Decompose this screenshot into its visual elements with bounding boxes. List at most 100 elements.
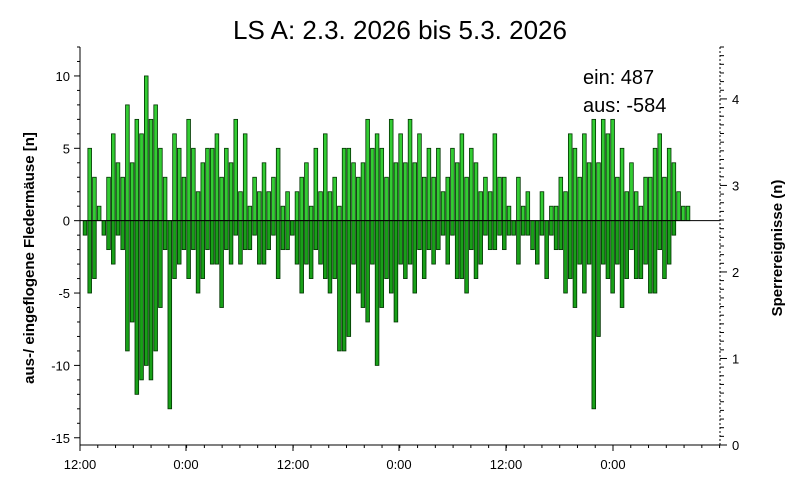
bar-ein-105 <box>577 176 582 222</box>
bar-aus-110 <box>600 220 606 265</box>
y-tick-label: 5 <box>63 141 70 156</box>
y2-tick-label: 2 <box>732 265 739 280</box>
bar-ein-23 <box>191 147 196 222</box>
bar-ein-10 <box>129 162 135 222</box>
bar-ein-26 <box>205 147 210 222</box>
bar-aus-91 <box>511 220 516 236</box>
bar-aus-36 <box>252 220 257 236</box>
bar-ein-103 <box>567 133 573 222</box>
bar-ein-20 <box>176 147 182 222</box>
bar-ein-86 <box>487 191 493 222</box>
bar-aus-28 <box>214 220 220 265</box>
bar-ein-39 <box>266 191 271 222</box>
y-tick-label: -15 <box>51 431 70 446</box>
bar-aus-111 <box>605 220 611 279</box>
bar-aus-40 <box>271 220 276 236</box>
bar-ein-111 <box>605 133 611 222</box>
bar-aus-35 <box>247 220 253 251</box>
bar-aus-120 <box>648 220 653 294</box>
bar-ein-107 <box>586 162 592 222</box>
bar-ein-119 <box>643 176 648 222</box>
bar-ein-72 <box>421 176 427 222</box>
bar-aus-23 <box>191 220 196 251</box>
stat-out-label: aus: -584 <box>583 95 666 117</box>
bar-ein-58 <box>355 176 361 222</box>
bar-ein-77 <box>445 176 450 222</box>
bar-ein-31 <box>228 162 234 222</box>
bar-aus-26 <box>205 220 210 251</box>
bar-aus-124 <box>666 220 672 265</box>
bar-aus-19 <box>172 220 177 279</box>
y-tick-label: 10 <box>56 69 70 84</box>
bar-ein-34 <box>242 133 248 222</box>
bar-ein-94 <box>525 191 531 222</box>
bar-ein-115 <box>624 191 629 222</box>
bar-aus-87 <box>492 220 498 251</box>
bar-ein-19 <box>172 133 177 222</box>
bar-aus-46 <box>299 220 304 294</box>
bar-aus-96 <box>535 220 540 265</box>
bar-ein-79 <box>454 162 460 222</box>
bar-ein-124 <box>666 147 672 222</box>
bar-ein-24 <box>195 191 201 222</box>
bar-ein-49 <box>313 147 319 222</box>
bar-aus-101 <box>558 220 564 251</box>
bar-aus-68 <box>403 220 408 279</box>
bar-ein-67 <box>398 133 403 222</box>
bar-aus-86 <box>487 220 493 251</box>
bar-ein-80 <box>459 133 465 222</box>
bar-aus-109 <box>596 220 601 337</box>
x-tick-label: 0:00 <box>386 457 411 472</box>
bar-ein-17 <box>162 176 168 222</box>
bar-ein-21 <box>181 176 187 222</box>
bar-ein-46 <box>299 176 304 222</box>
bar-aus-57 <box>351 220 356 265</box>
bar-ein-125 <box>671 162 677 222</box>
bar-aus-52 <box>327 220 333 294</box>
bar-aus-5 <box>106 220 111 251</box>
bar-aus-67 <box>398 220 403 265</box>
bar-aus-15 <box>153 220 158 352</box>
bar-ein-48 <box>308 205 314 222</box>
bar-ein-120 <box>648 176 653 222</box>
bar-aus-61 <box>370 220 375 265</box>
bar-aus-9 <box>125 220 130 352</box>
bar-ein-16 <box>158 147 163 222</box>
bar-aus-74 <box>431 220 436 265</box>
bar-aus-88 <box>497 220 502 236</box>
bar-ein-102 <box>563 191 568 222</box>
bar-ein-81 <box>464 176 469 222</box>
bar-aus-30 <box>224 220 229 251</box>
bar-aus-37 <box>257 220 262 265</box>
bar-ein-66 <box>393 162 399 222</box>
bar-aus-100 <box>553 220 559 251</box>
bar-ein-27 <box>209 147 215 222</box>
y2-axis-label: Sperrereignisse (n) <box>769 180 786 317</box>
bar-aus-21 <box>181 220 187 251</box>
bar-aus-41 <box>275 220 281 279</box>
bar-aus-94 <box>525 220 531 236</box>
bar-ein-61 <box>370 147 375 222</box>
bar-ein-41 <box>275 147 281 222</box>
bar-aus-50 <box>318 220 323 265</box>
bar-ein-74 <box>431 176 436 222</box>
bar-ein-54 <box>337 205 342 222</box>
bar-aus-78 <box>450 220 455 236</box>
bar-aus-6 <box>111 220 116 265</box>
bar-aus-22 <box>186 220 191 279</box>
bar-aus-17 <box>162 220 168 251</box>
bar-aus-121 <box>652 220 658 294</box>
bar-ein-126 <box>676 191 681 222</box>
bar-aus-51 <box>323 220 328 279</box>
bar-ein-32 <box>233 118 238 222</box>
bar-aus-71 <box>417 220 422 251</box>
bar-aus-45 <box>294 220 300 265</box>
bar-aus-103 <box>567 220 573 279</box>
bar-ein-71 <box>417 133 422 222</box>
x-tick-label: 12:00 <box>64 457 97 472</box>
bar-ein-104 <box>572 147 578 222</box>
bar-aus-54 <box>337 220 342 352</box>
y-tick-label: 0 <box>63 214 70 229</box>
bar-ein-116 <box>629 162 634 222</box>
